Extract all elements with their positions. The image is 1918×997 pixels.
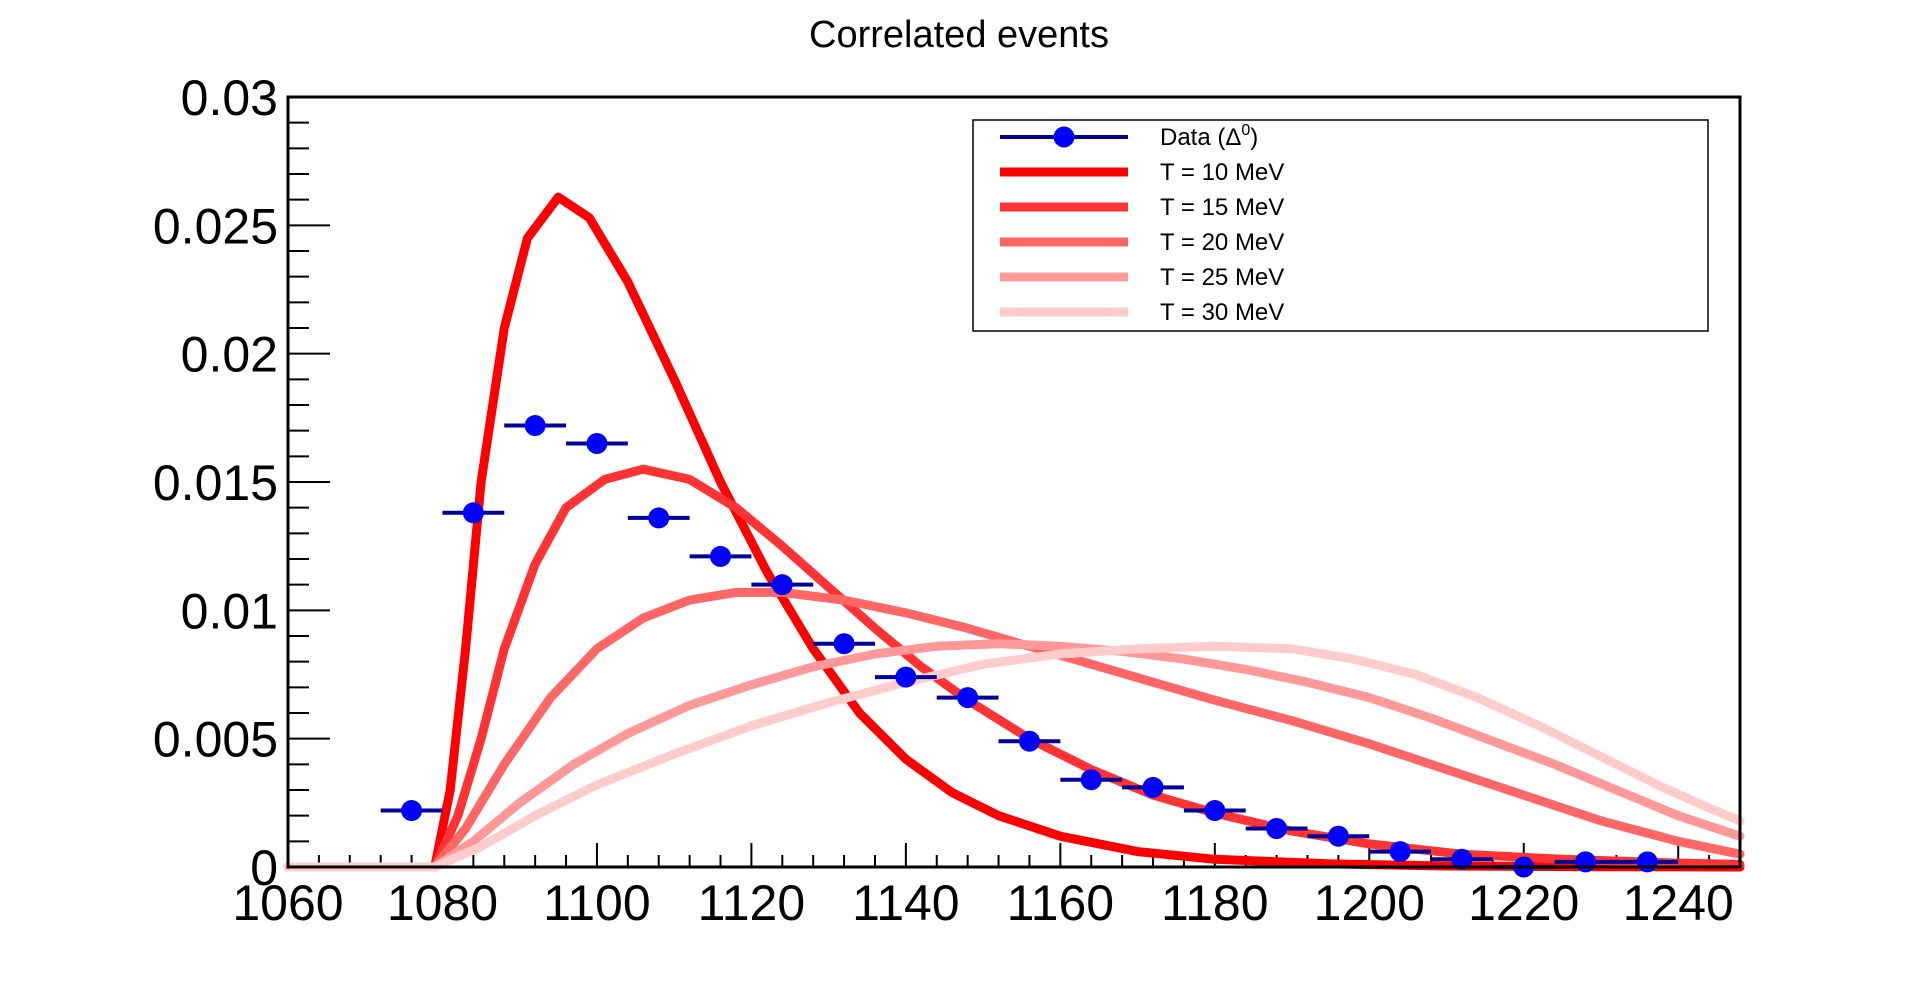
legend-data-label-superscript: 0 (1241, 122, 1250, 139)
data-point (648, 507, 670, 529)
y-tick-label: 0.025 (153, 198, 278, 254)
y-tick-label: 0 (250, 840, 278, 896)
data-point (1204, 800, 1226, 822)
data-point (1575, 851, 1597, 873)
data-point (1389, 841, 1411, 863)
x-tick-label: 1100 (543, 875, 651, 931)
data-point (1142, 776, 1164, 798)
data-point (895, 666, 917, 688)
legend-data-marker (1053, 126, 1075, 148)
y-tick-label: 0.02 (181, 327, 278, 383)
data-point (957, 687, 979, 709)
legend-label-2: T = 15 MeV (1160, 194, 1284, 221)
series-curve-2 (283, 464, 1745, 872)
x-tick-label: 1140 (852, 875, 960, 931)
y-tick-label: 0.03 (181, 70, 278, 126)
data-point (401, 800, 423, 822)
legend-box (972, 119, 1709, 332)
x-tick-label: 1180 (1161, 875, 1269, 931)
data-point (1327, 825, 1349, 847)
legend-label-5: T = 30 MeV (1160, 299, 1284, 326)
legend-data-label-close: ) (1250, 124, 1258, 151)
y-tick-label: 0.01 (181, 583, 278, 639)
x-tick-label: 1120 (698, 875, 806, 931)
x-tick-label: 1080 (387, 875, 498, 931)
data-point (462, 502, 484, 524)
curves-layer (283, 192, 1745, 872)
data-point (586, 433, 608, 454)
y-tick-label: 0.015 (153, 455, 278, 511)
data-point (833, 633, 855, 655)
data-point (1636, 851, 1658, 873)
data-point (1451, 848, 1473, 870)
data-point (524, 415, 546, 437)
chart-title: Correlated events (809, 14, 1109, 56)
plot-frame (286, 95, 1742, 869)
y-tick-label: 0.005 (153, 712, 278, 768)
x-tick-label: 1160 (1007, 875, 1115, 931)
data-point (771, 574, 793, 596)
legend-label-1: T = 10 MeV (1160, 159, 1284, 186)
axes-layer: 1060 1080 1100 1120 1140 1160 1180 1200 1220 1240… (153, 70, 1741, 931)
series-curve-1 (283, 192, 1745, 872)
data-points-layer (380, 415, 1679, 878)
x-tick-label: 1200 (1314, 875, 1425, 931)
x-tick-label: 1060 (232, 875, 343, 931)
series-curve-3 (283, 587, 1745, 872)
series-curve-5 (283, 641, 1745, 872)
legend-data-label-text: Data (Δ (1160, 124, 1241, 151)
x-tick-label: 1240 (1623, 875, 1734, 931)
data-point (1018, 730, 1040, 752)
legend: Data (Δ0) T = 10 MeV T = 15 MeV T = 20 MeV T… (972, 119, 1709, 332)
series-curve-4 (283, 639, 1745, 872)
x-tick-label: 1220 (1468, 875, 1579, 931)
legend-label-3: T = 20 MeV (1160, 229, 1284, 256)
data-point (710, 545, 732, 567)
legend-data-label: Data (Δ0) (1160, 122, 1258, 151)
data-point (1080, 769, 1102, 791)
legend-label-4: T = 25 MeV (1160, 264, 1284, 291)
data-point (1266, 818, 1288, 839)
